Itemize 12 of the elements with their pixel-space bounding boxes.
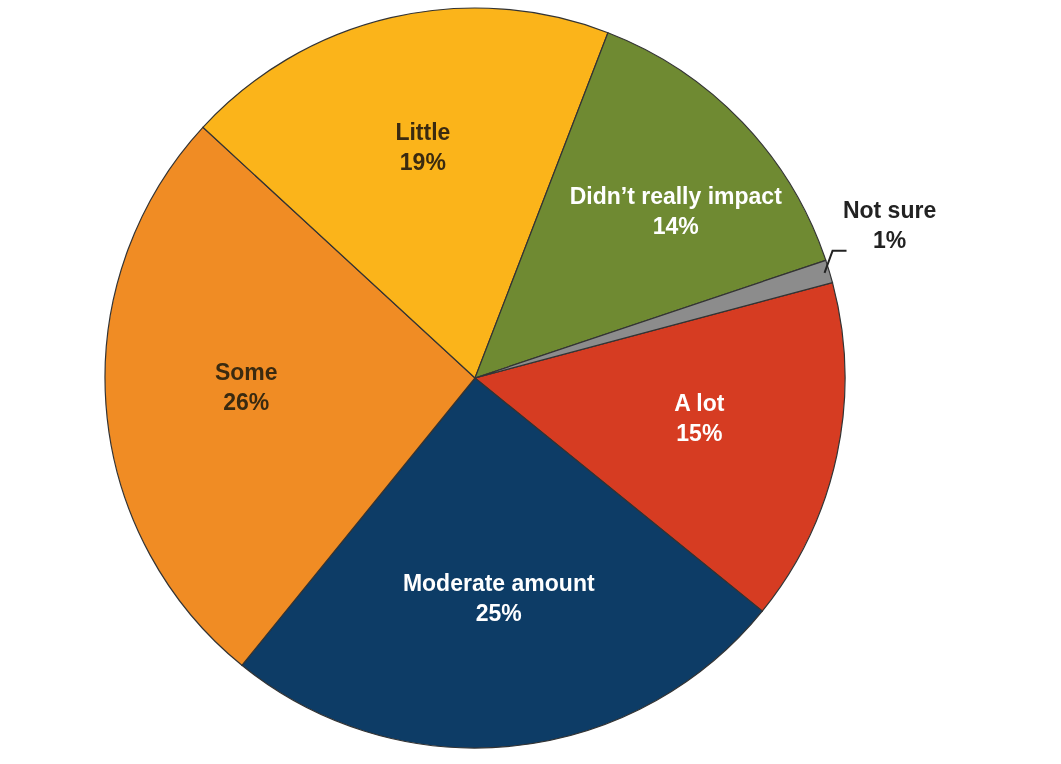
slice-label: Some bbox=[214, 358, 278, 385]
slice-label: Moderate amount bbox=[402, 570, 595, 597]
data-label: 1% bbox=[872, 226, 907, 253]
data-label: 19% bbox=[399, 148, 446, 175]
slice-label: A lot bbox=[674, 389, 725, 416]
data-label: 14% bbox=[652, 213, 699, 240]
data-label: 26% bbox=[223, 388, 270, 415]
slice-label: Not sure bbox=[842, 196, 937, 223]
slice-label: Didn’t really impact bbox=[569, 183, 783, 210]
data-label: 25% bbox=[475, 600, 522, 627]
slice-label: Little bbox=[395, 118, 451, 145]
data-label: 15% bbox=[676, 419, 723, 446]
